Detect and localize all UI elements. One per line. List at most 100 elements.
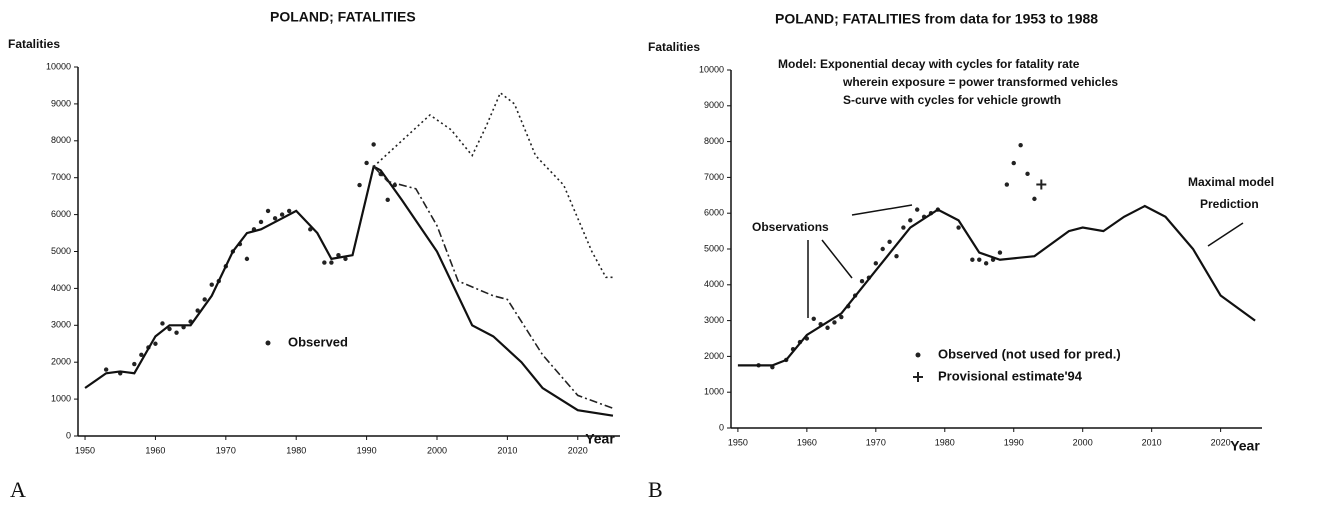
y-tick-label: 0 [719,422,724,432]
y-tick-label: 7000 [704,172,724,182]
y-tick-label: 6000 [51,209,71,219]
x-tick-label: 1960 [797,437,817,447]
y-tick-label: 6000 [704,208,724,218]
line-series [373,91,613,279]
data-point [103,367,109,372]
data-point [901,225,906,230]
annotation: Observations [752,220,829,234]
x-tick-label: 1970 [216,445,236,455]
data-point [357,182,362,188]
data-point [195,308,200,313]
data-point [286,208,292,214]
x-tick-label: 2020 [568,445,588,455]
data-point [832,320,837,325]
x-tick-label: 1950 [75,445,95,455]
annotation: Maximal model [1188,175,1274,189]
data-point [371,142,376,147]
y-tick-label: 10000 [46,61,71,71]
data-point [174,330,179,335]
data-point [825,325,830,330]
legend-marker [915,352,921,358]
pointer [1207,222,1244,247]
chart-title: POLAND; FATALITIES [270,9,416,25]
data-point [1036,179,1047,190]
data-point [1018,142,1023,148]
y-tick-label: 2000 [704,351,724,361]
data-point [265,208,271,214]
y-tick-label: 0 [66,430,71,440]
data-point [244,256,250,262]
data-point [1025,171,1030,177]
annotation: Model: Exponential decay with cycles for… [778,57,1080,71]
line-series [373,166,614,410]
data-point [385,197,390,203]
data-point [202,297,207,302]
data-point [329,260,334,265]
x-axis-label: Year [1230,438,1260,454]
y-tick-label: 10000 [699,64,724,74]
x-tick-label: 2000 [427,445,447,455]
data-point [956,225,961,230]
data-point [132,361,137,367]
y-tick-label: 8000 [51,135,71,145]
data-point [894,253,899,259]
legend-label: Provisional estimate'94 [938,368,1083,383]
pointer [821,239,853,279]
data-point [887,239,892,245]
data-point [811,316,816,322]
legend-marker [913,372,923,382]
data-point [139,352,144,358]
y-tick-label: 1000 [51,393,71,403]
data-point [167,326,172,332]
data-point [859,279,865,284]
annotation: wherein exposure = power transformed veh… [842,75,1118,89]
x-tick-label: 1990 [357,445,377,455]
data-point [322,260,327,265]
data-point [1004,182,1010,187]
y-tick-label: 5000 [704,243,724,253]
y-tick-label: 9000 [704,100,724,110]
line-series [737,204,1256,367]
data-point [364,160,369,166]
y-tick-label: 2000 [51,357,71,367]
pointers [807,204,1244,318]
y-tick-label: 4000 [51,283,71,293]
y-tick-label: 7000 [51,172,71,182]
y-axis-label: Fatalities [8,37,60,51]
data-point [1011,160,1016,166]
y-tick-label: 3000 [51,320,71,330]
legend-marker [265,340,271,346]
y-axis-label: Fatalities [648,40,700,54]
data-point [258,219,264,225]
pointer [851,204,913,216]
data-point [209,282,214,287]
data-point [272,216,278,221]
x-tick-label: 1950 [728,437,748,447]
x-tick-label: 1960 [145,445,165,455]
chart-title: POLAND; FATALITIES from data for 1953 to… [775,11,1098,27]
x-axis-label: Year [585,431,615,447]
x-tick-label: 1980 [935,437,955,447]
annotation: Prediction [1200,197,1259,211]
data-point [1032,196,1037,202]
legend-label: Observed (not used for pred.) [938,346,1121,361]
data-point [914,207,920,212]
x-tick-label: 2010 [497,445,517,455]
y-tick-label: 1000 [704,387,724,397]
x-tick-label: 1980 [286,445,306,455]
data-point [880,246,885,252]
panel-label: A [10,477,26,502]
data-point [336,252,341,258]
data-point [873,261,879,266]
x-tick-label: 1990 [1004,437,1024,447]
data-point [997,250,1003,255]
y-tick-label: 5000 [51,246,71,256]
data-point [983,261,989,266]
data-point [343,256,348,262]
x-tick-label: 1970 [866,437,886,447]
data-point [839,314,844,320]
data-point [279,212,285,217]
data-point [160,321,165,326]
data-point [970,257,975,262]
